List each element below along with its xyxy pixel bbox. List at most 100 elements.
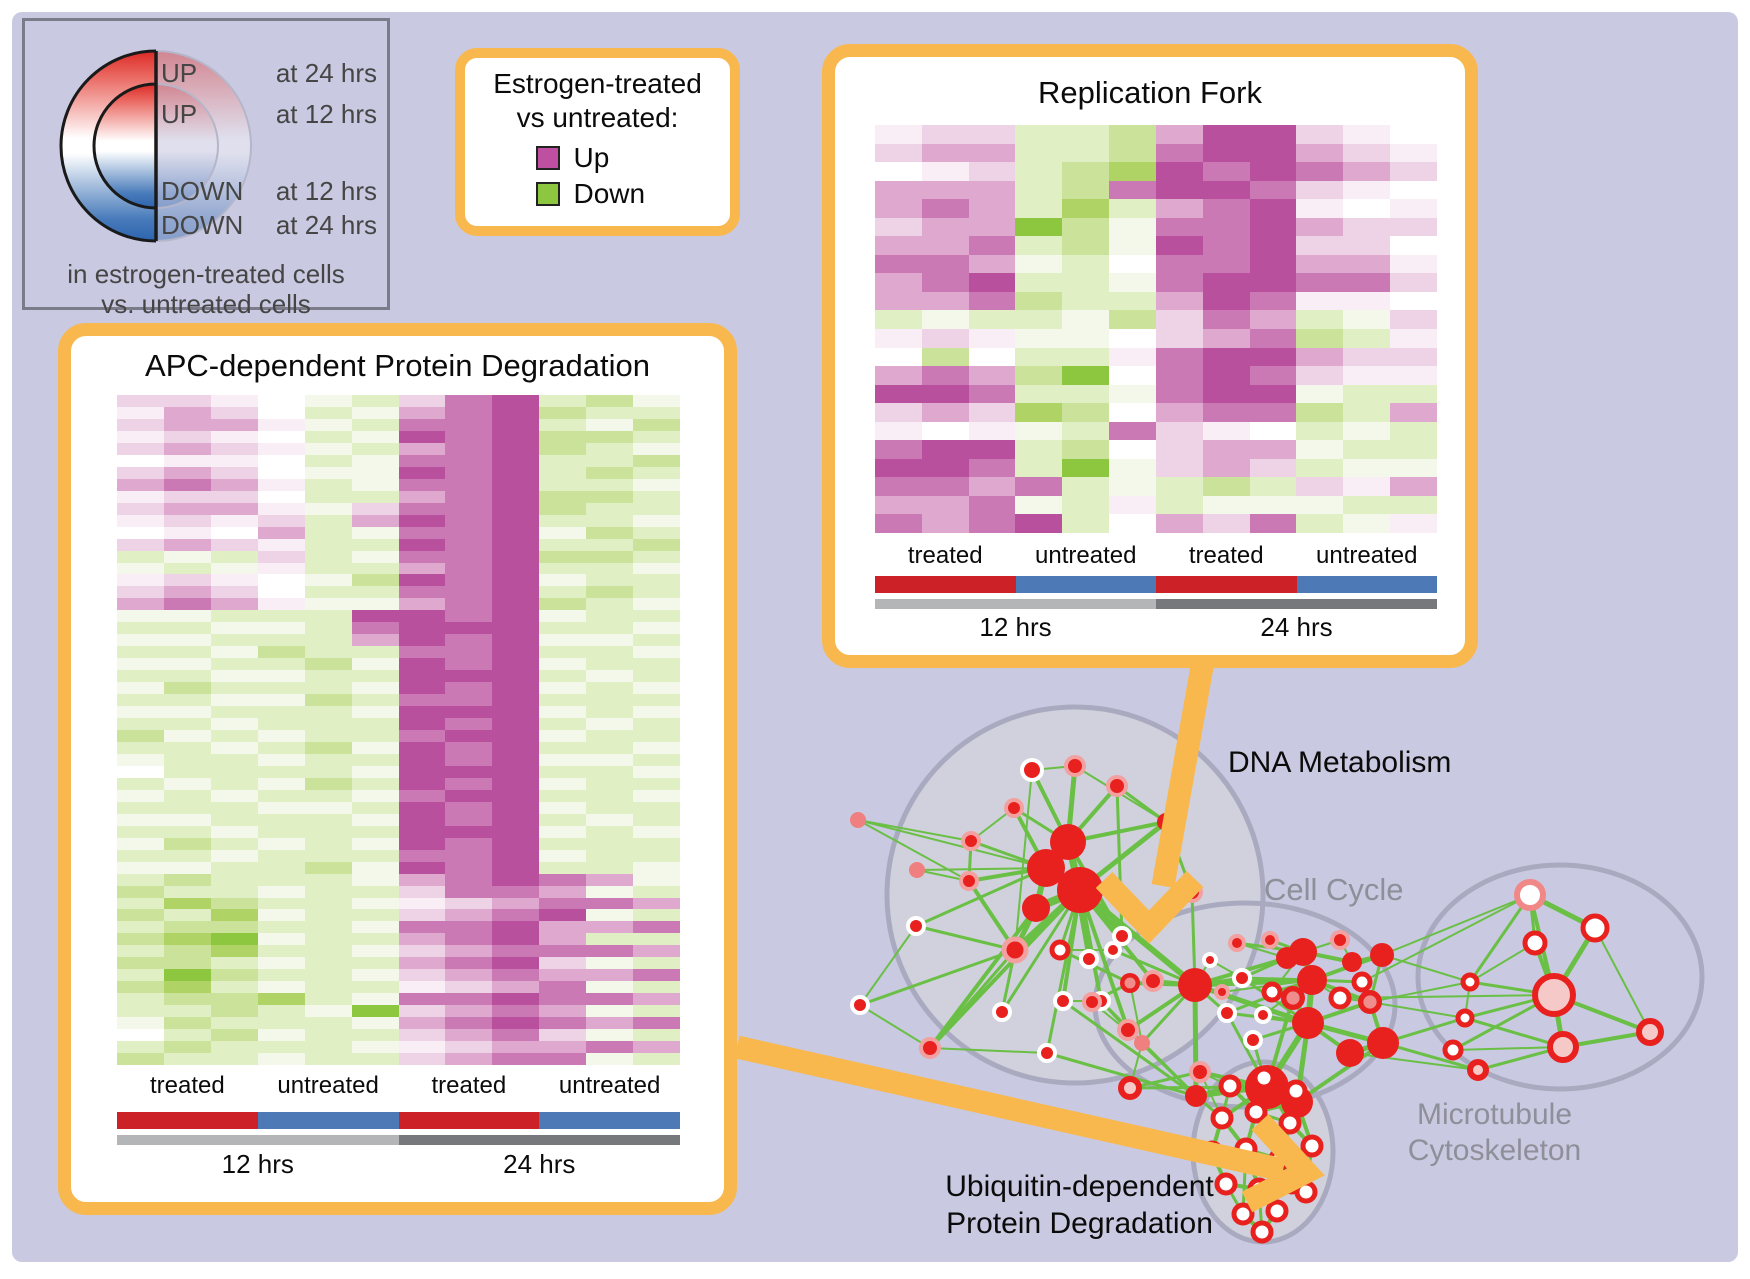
heatmap-cell (257, 1041, 305, 1054)
heatmap-cell (1390, 143, 1437, 163)
heatmap-cell (633, 418, 680, 431)
heatmap-cell (1249, 162, 1297, 181)
heatmap-cell (633, 765, 680, 778)
heatmap-cell (445, 1017, 493, 1030)
heatmap-cell (398, 586, 446, 599)
heatmap-cell (539, 610, 587, 623)
heatmap-cell (968, 254, 1016, 274)
ring-time-12b: at 12 hrs (275, 176, 377, 206)
heatmap-cell (492, 586, 540, 599)
heatmap-cell (117, 921, 164, 934)
heatmap-cell (117, 730, 164, 742)
heatmap-cell (1343, 366, 1391, 385)
heatmap-cell (163, 909, 211, 922)
heatmap-cell (398, 921, 446, 934)
heatmap-cell (304, 837, 352, 850)
heatmap-cell (968, 273, 1016, 292)
repfork-untreated-12-label: untreated (1035, 542, 1137, 569)
heatmap-cell (1062, 254, 1110, 274)
heatmap-cell (117, 909, 164, 922)
heatmap-cell (210, 562, 258, 575)
heatmap-cell (539, 550, 587, 563)
heatmap-cell (398, 466, 446, 479)
heatmap-cell (1109, 328, 1156, 348)
network-edge (929, 1047, 1048, 1054)
heatmap-cell (210, 610, 258, 623)
heatmap-cell (163, 610, 211, 623)
heatmap-cell (492, 406, 540, 419)
heatmap-cell (1202, 291, 1250, 311)
heatmap-cell (586, 897, 634, 910)
heatmap-cell (1296, 366, 1344, 385)
heatmap-cell (445, 550, 493, 563)
heatmap-cell (492, 454, 540, 467)
heatmap-cell (492, 610, 540, 623)
heatmap-cell (257, 646, 305, 659)
heatmap-cell (1015, 421, 1063, 441)
heatmap-cell (1062, 477, 1110, 496)
heatmap-cell (586, 777, 634, 790)
heatmap-cell (633, 993, 680, 1006)
heatmap-cell (1109, 495, 1156, 515)
heatmap-cell (117, 957, 164, 970)
heatmap-cell (210, 1017, 258, 1030)
heatmap-cell (351, 969, 399, 982)
network-edge (1594, 927, 1651, 1033)
heatmap-cell (1296, 495, 1344, 515)
heatmap-cell (257, 813, 305, 826)
network-edge (928, 906, 1038, 1050)
heatmap-cell (304, 478, 352, 491)
ring-row-down-24: DOWN at 24 hrs (161, 210, 377, 240)
heatmap-cell (445, 741, 493, 754)
heatmap-cell (633, 741, 680, 754)
network-node (961, 831, 981, 851)
network-node (1178, 968, 1212, 1002)
heatmap-cell (586, 753, 634, 766)
heatmap-cell (633, 885, 680, 898)
heatmap-cell (117, 777, 164, 790)
heatmap-cell (1015, 440, 1063, 459)
heatmap-cell (1390, 495, 1437, 515)
heatmap-cell (539, 945, 587, 958)
heatmap-cell (633, 1029, 680, 1042)
heatmap-cell (210, 538, 258, 551)
heatmap-cell (1202, 347, 1250, 367)
heatmap-cell (968, 347, 1016, 367)
heatmap-cell (1296, 440, 1344, 459)
heatmap-cell (586, 490, 634, 503)
heatmap-cell (586, 801, 634, 814)
network-edge (1382, 1041, 1479, 1072)
heatmap-cell (304, 526, 352, 539)
heatmap-cell (163, 1029, 211, 1042)
replication-fork-heatmap (875, 125, 1437, 533)
heatmap-cell (445, 777, 493, 790)
heatmap-cell (921, 310, 969, 329)
heatmap-cell (351, 610, 399, 623)
network-node (1210, 1106, 1234, 1130)
heatmap-cell (351, 622, 399, 635)
heatmap-cell (210, 777, 258, 790)
heatmap-cell (163, 526, 211, 539)
heatmap-cell (492, 933, 540, 946)
heatmap-cell (921, 477, 969, 496)
heatmap-cell (1015, 458, 1063, 478)
heatmap-cell (210, 514, 258, 527)
heatmap-cell (257, 885, 305, 898)
heatmap-cell (117, 658, 164, 671)
heatmap-cell (445, 478, 493, 491)
heatmap-cell (1296, 477, 1344, 496)
network-node (1189, 1061, 1211, 1083)
heatmap-cell (445, 406, 493, 419)
network-edge (1295, 1041, 1385, 1104)
heatmap-cell (351, 825, 399, 838)
network-node (1250, 1220, 1274, 1244)
heatmap-cell (351, 885, 399, 898)
heatmap-cell (210, 813, 258, 826)
heatmap-cell (398, 478, 446, 491)
heatmap-cell (968, 384, 1016, 404)
heatmap-cell (1015, 199, 1063, 218)
heatmap-cell (398, 813, 446, 826)
heatmap-cell (398, 718, 446, 730)
heatmap-cell (210, 622, 258, 635)
heatmap-cell (492, 478, 540, 491)
